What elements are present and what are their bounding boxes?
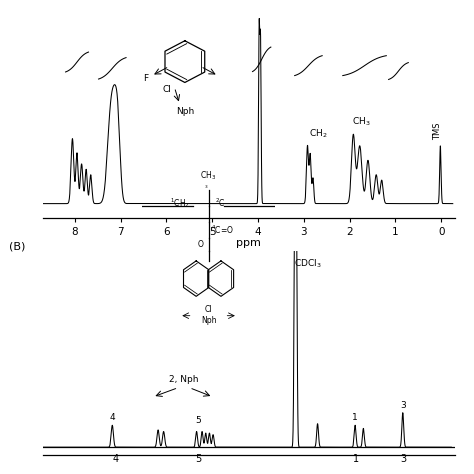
Text: Cl: Cl (163, 85, 172, 93)
Text: 5: 5 (195, 454, 201, 464)
Text: $^3$: $^3$ (204, 185, 209, 190)
Text: CH$_2$: CH$_2$ (310, 128, 328, 140)
Text: 4: 4 (113, 454, 119, 464)
Text: 4: 4 (109, 413, 115, 422)
Text: $^1$CH$_2$: $^1$CH$_2$ (170, 196, 190, 210)
Text: TMS: TMS (433, 123, 442, 140)
Text: Nph: Nph (201, 316, 216, 325)
X-axis label: ppm: ppm (237, 238, 261, 248)
Text: (B): (B) (9, 242, 26, 252)
Text: $^4$C=O: $^4$C=O (211, 224, 234, 237)
Text: 5: 5 (196, 416, 201, 425)
Text: 2, Nph: 2, Nph (169, 375, 199, 384)
Text: Cl: Cl (205, 305, 212, 314)
Text: Nph: Nph (176, 108, 194, 116)
Text: 1: 1 (353, 454, 359, 464)
Text: CDCl$_3$: CDCl$_3$ (294, 257, 321, 270)
Text: 1: 1 (352, 413, 358, 422)
Text: CH$_3$: CH$_3$ (352, 115, 370, 128)
Text: CH$_3$: CH$_3$ (201, 169, 217, 182)
Text: F: F (143, 74, 148, 83)
Text: O: O (197, 240, 203, 249)
Text: $^2$C: $^2$C (215, 197, 226, 209)
Text: 3: 3 (400, 401, 406, 410)
Text: 3: 3 (401, 454, 407, 464)
